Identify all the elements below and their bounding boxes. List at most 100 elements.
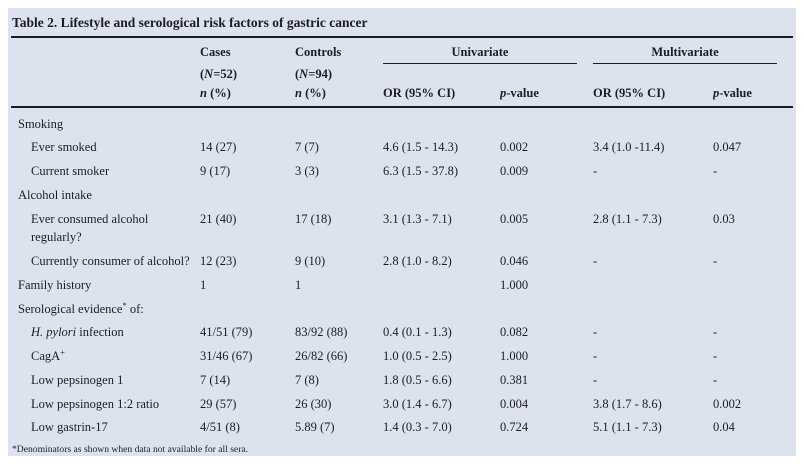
row-label: Low pepsinogen 1 (31, 372, 124, 387)
cell-multivariate-or: - (593, 254, 598, 269)
cell-multivariate-or: - (593, 325, 598, 340)
controls-n-header: (N=94) (295, 66, 332, 81)
cell-controls: 7 (7) (295, 140, 319, 155)
cell-univariate-or: 1.4 (0.3 - 7.0) (383, 420, 452, 435)
cell-cases (200, 297, 295, 321)
cell-controls: 7 (8) (295, 372, 319, 387)
cell-univariate-or (383, 183, 500, 207)
corner-cell (11, 65, 200, 84)
cell-controls (295, 183, 383, 207)
cell-multivariate-pvalue (713, 183, 793, 207)
table-row: Serological evidence* of: (11, 297, 793, 321)
cases-n-header: (N=52) (200, 66, 237, 81)
table-row: Currently consumer of alcohol? 12 (23) 9 (… (11, 250, 793, 274)
cell-multivariate-or (593, 183, 713, 207)
cell-controls (295, 297, 383, 321)
cell-multivariate-or: 2.8 (1.1 - 7.3) (593, 211, 662, 226)
spacer-cell (593, 65, 713, 84)
controls-npct-header: n (%) (295, 83, 383, 108)
cell-univariate-pvalue: 0.009 (500, 164, 529, 179)
cell-univariate-pvalue (500, 107, 593, 136)
cell-univariate-or (383, 297, 500, 321)
cell-multivariate-or: 3.4 (1.0 -11.4) (593, 140, 665, 155)
cell-cases (200, 183, 295, 207)
cell-multivariate-pvalue: - (713, 372, 718, 387)
row-label: Smoking (18, 116, 64, 131)
row-label: Serological evidence* of: (18, 299, 144, 316)
cell-cases: 31/46 (67) (200, 349, 253, 364)
cell-cases: 7 (14) (200, 372, 231, 387)
row-label: Currently consumer of alcohol? (31, 254, 190, 269)
cell-univariate-pvalue (500, 183, 593, 207)
cell-univariate-pvalue: 0.005 (500, 211, 529, 226)
row-label: Ever consumed alcohol regularly? (31, 211, 149, 245)
cases-header: Cases (200, 45, 231, 59)
table-row: Low pepsinogen 1 7 (14) 7 (8) 1.8 (0.5 - 6.… (11, 368, 793, 392)
cell-multivariate-pvalue: 0.002 (713, 396, 742, 411)
cell-cases: 41/51 (79) (200, 325, 253, 340)
cell-univariate-pvalue: 0.082 (500, 325, 529, 340)
cell-controls: 1 (295, 277, 302, 292)
row-label: CagA+ (31, 346, 65, 364)
table-row: Ever consumed alcohol regularly? 21 (40) 1… (11, 207, 793, 250)
row-label: Low pepsinogen 1:2 ratio (31, 396, 160, 411)
table-footnote: *Denominators as shown when data not ava… (12, 443, 249, 455)
cell-multivariate-pvalue (713, 107, 793, 136)
cell-multivariate-pvalue: - (713, 349, 718, 364)
table-row: Low gastrin-17 4/51 (8) 5.89 (7) 1.4 (0.3 -… (11, 416, 793, 440)
cell-cases: 4/51 (8) (200, 420, 240, 435)
cell-multivariate-pvalue: - (713, 254, 718, 269)
corner-cell (11, 38, 200, 65)
cell-univariate-pvalue: 0.046 (500, 254, 529, 269)
univariate-group-header: Univariate (383, 38, 593, 65)
header-row: Cases Controls Univariate Multivariate (11, 38, 793, 65)
cell-multivariate-or: 5.1 (1.1 - 7.3) (593, 420, 662, 435)
table-row: Alcohol intake (11, 183, 793, 207)
header-row: n (%) n (%) OR (95% CI) p-value OR (95% CI) p… (11, 83, 793, 108)
cell-univariate-or (383, 107, 500, 136)
cell-cases: 21 (40) (200, 211, 237, 226)
row-label: Ever smoked (31, 140, 97, 155)
multivariate-group-header: Multivariate (593, 38, 793, 65)
cell-cases: 1 (200, 277, 207, 292)
cell-cases: 29 (57) (200, 396, 237, 411)
cell-cases (200, 107, 295, 136)
cell-univariate-or: 0.4 (0.1 - 1.3) (383, 325, 452, 340)
cell-univariate-or (383, 273, 500, 297)
cell-controls: 26 (30) (295, 396, 332, 411)
table-row: Low pepsinogen 1:2 ratio 29 (57) 26 (30) 3.… (11, 392, 793, 416)
table-row: Ever smoked 14 (27) 7 (7) 4.6 (1.5 - 14.3) 0… (11, 136, 793, 160)
table-head: Cases Controls Univariate Multivariate (N=52… (11, 38, 793, 108)
univariate-pvalue-header: p-value (500, 83, 593, 108)
cell-univariate-or: 1.8 (0.5 - 6.6) (383, 372, 452, 387)
cell-cases: 9 (17) (200, 164, 231, 179)
cell-cases: 12 (23) (200, 254, 237, 269)
row-label: H. pylori infection (31, 325, 124, 340)
spacer-cell (713, 65, 793, 84)
cell-univariate-or: 2.8 (1.0 - 8.2) (383, 254, 452, 269)
risk-factors-table: Cases Controls Univariate Multivariate (N=52… (11, 38, 793, 440)
cell-controls: 17 (18) (295, 211, 332, 226)
cell-multivariate-or (593, 297, 713, 321)
cell-multivariate-pvalue: 0.047 (713, 140, 742, 155)
cell-multivariate-pvalue: - (713, 164, 718, 179)
cell-multivariate-pvalue (713, 273, 793, 297)
cell-multivariate-or: - (593, 164, 598, 179)
row-label: Current smoker (31, 164, 110, 179)
cell-controls: 83/92 (88) (295, 325, 348, 340)
cell-controls: 5.89 (7) (295, 420, 335, 435)
cell-controls (295, 107, 383, 136)
table-row: Family history 1 1 1.000 (11, 273, 793, 297)
cell-univariate-or: 3.0 (1.4 - 6.7) (383, 396, 452, 411)
univariate-or-header: OR (95% CI) (383, 83, 500, 108)
cell-multivariate-or: 3.8 (1.7 - 8.6) (593, 396, 662, 411)
cell-multivariate-or (593, 273, 713, 297)
cell-controls: 26/82 (66) (295, 349, 348, 364)
table-body: Smoking Ever smoked 14 (27) 7 (7) 4.6 (1.5 -… (11, 107, 793, 440)
controls-header: Controls (295, 45, 342, 59)
cell-univariate-pvalue: 1.000 (500, 277, 529, 292)
cell-multivariate-pvalue: - (713, 325, 718, 340)
cell-controls: 3 (3) (295, 164, 319, 179)
table-card: Table 2. Lifestyle and serological risk … (8, 8, 796, 456)
table-row: Current smoker 9 (17) 3 (3) 6.3 (1.5 - 37.8… (11, 160, 793, 184)
